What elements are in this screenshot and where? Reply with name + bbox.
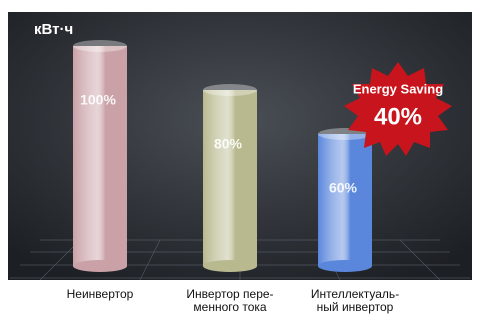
bar-bottom (203, 260, 257, 272)
annotation-value: 40% (374, 103, 422, 130)
page: кВт·ч 100%80%60% Energy Saving 40% (() =… (0, 0, 480, 317)
bar-bottom (318, 260, 372, 272)
category-label: Неинвертор (35, 288, 165, 301)
bar-top (203, 84, 257, 96)
bar-shading (318, 134, 372, 266)
value-label: 80% (214, 136, 243, 152)
annotation-title: Energy Saving (353, 81, 443, 96)
value-label: 100% (80, 92, 116, 108)
bar-shading (203, 90, 257, 266)
category-label: Интеллектуаль- ный инвертор (290, 288, 420, 314)
chart: кВт·ч 100% 80% 60% Energy Saving 40% (0, 0, 480, 285)
bar-shading (73, 46, 127, 266)
category-label: Инвертор пере- менного тока (165, 288, 295, 314)
bar-bottom (73, 260, 127, 272)
bar-top (73, 40, 127, 52)
y-unit-label: кВт·ч (34, 21, 73, 38)
value-label: 60% (329, 180, 358, 196)
